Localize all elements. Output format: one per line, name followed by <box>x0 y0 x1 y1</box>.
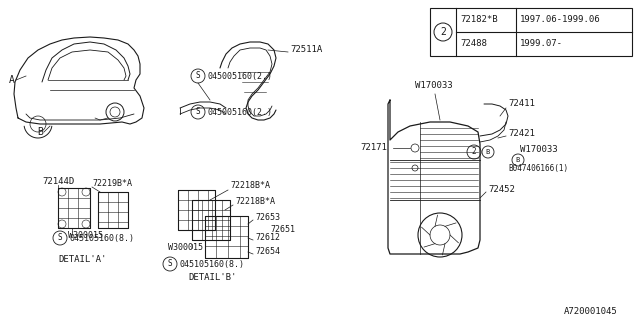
Text: W170033: W170033 <box>520 146 557 155</box>
Text: 1997.06-1999.06: 1997.06-1999.06 <box>520 15 600 25</box>
Text: 72182*B: 72182*B <box>460 15 498 25</box>
Text: 72612: 72612 <box>255 234 280 243</box>
Text: W170033: W170033 <box>415 82 452 91</box>
Text: 045105160(8.): 045105160(8.) <box>180 260 245 268</box>
Text: DETAIL'B': DETAIL'B' <box>188 274 236 283</box>
Text: 72511A: 72511A <box>290 45 323 54</box>
Text: 72654: 72654 <box>255 247 280 257</box>
Text: 045105160(8.): 045105160(8.) <box>70 234 135 243</box>
Text: 045005160(2.): 045005160(2.) <box>207 71 272 81</box>
Text: 045005160(2.): 045005160(2.) <box>207 108 272 116</box>
Text: S: S <box>196 108 200 116</box>
Text: B047406166(1): B047406166(1) <box>508 164 568 172</box>
Text: B: B <box>37 127 43 137</box>
Text: 72651: 72651 <box>270 226 295 235</box>
Text: 1999.07-: 1999.07- <box>520 39 563 49</box>
Text: 72411: 72411 <box>508 100 535 108</box>
Text: 72218B*A: 72218B*A <box>230 181 270 190</box>
Text: 2: 2 <box>440 27 446 37</box>
Text: S: S <box>58 234 62 243</box>
Text: 72218B*A: 72218B*A <box>235 197 275 206</box>
Bar <box>430 8 632 56</box>
Text: S: S <box>196 71 200 81</box>
Text: 72488: 72488 <box>460 39 487 49</box>
Text: A: A <box>9 75 15 85</box>
Text: B: B <box>486 149 490 155</box>
Text: 72144D: 72144D <box>42 178 74 187</box>
Text: 72653: 72653 <box>255 213 280 222</box>
Text: S: S <box>168 260 172 268</box>
Text: 72452: 72452 <box>488 186 515 195</box>
Text: 72171: 72171 <box>360 143 387 153</box>
Text: W300015: W300015 <box>68 230 103 239</box>
Text: 72219B*A: 72219B*A <box>92 180 132 188</box>
Text: B: B <box>516 157 520 163</box>
Text: W300015: W300015 <box>168 244 203 252</box>
Text: A720001045: A720001045 <box>564 308 618 316</box>
Text: 2: 2 <box>472 148 476 156</box>
Text: 72421: 72421 <box>508 130 535 139</box>
Text: DETAIL'A': DETAIL'A' <box>58 255 106 265</box>
